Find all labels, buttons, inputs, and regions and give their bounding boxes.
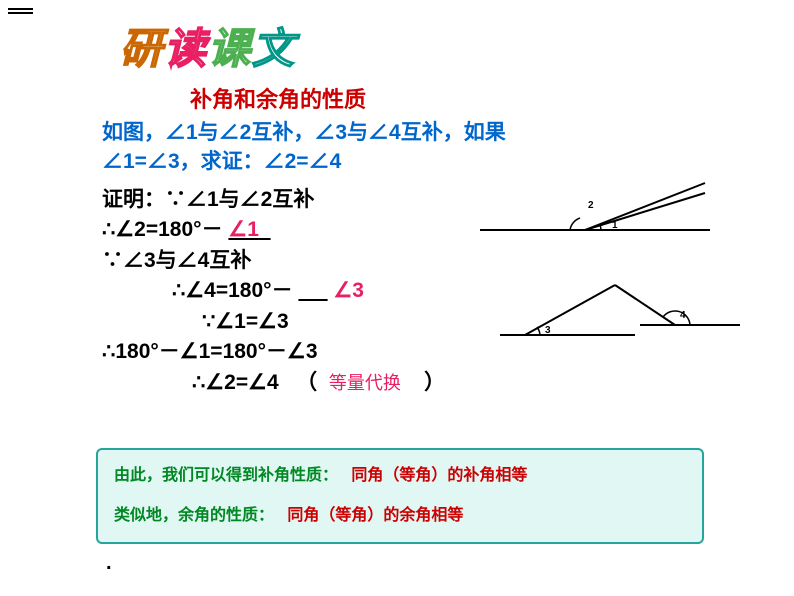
supplementary-label: 由此，我们可以得到补角性质：	[114, 467, 338, 484]
proof-line-3: ∵∠3与∠4互补	[102, 246, 445, 276]
proof-line-7: ∴∠2=∠4 （ 等量代换 ）	[102, 368, 445, 398]
complementary-label: 类似地，余角的性质：	[114, 507, 274, 524]
footer-dot: .	[106, 552, 112, 575]
proof-line-2: ∴∠2=180°－ ∠1	[102, 215, 445, 245]
angle-label-2: 2	[588, 200, 594, 211]
decorative-title: 研读课文	[120, 15, 296, 76]
angle-label-4: 4	[680, 310, 686, 321]
title-char-3: 课	[208, 25, 252, 72]
proof-block: 证明：∵∠1与∠2互补 ∴∠2=180°－ ∠1 ∵∠3与∠4互补 ∴∠4=18…	[102, 185, 445, 398]
proof-line-4: ∴∠4=180°－ ∠3	[102, 276, 445, 306]
subtitle: 补角和余角的性质	[190, 82, 366, 114]
problem-line-2: ∠1=∠3，求证：∠2=∠4	[102, 147, 506, 176]
corner-mark	[8, 8, 33, 14]
conclusion-box: 由此，我们可以得到补角性质： 同角（等角）的补角相等 类似地，余角的性质： 同角…	[96, 448, 704, 544]
conclusion-row-1: 由此，我们可以得到补角性质： 同角（等角）的补角相等	[114, 464, 686, 488]
blank-angle-1: ∠1	[228, 218, 259, 241]
proof-line-6: ∴180°－∠1=180°－∠3	[102, 337, 445, 367]
title-char-4: 文	[252, 25, 296, 72]
title-char-1: 研	[120, 25, 164, 72]
reason-substitution: 等量代换	[329, 373, 401, 393]
problem-statement: 如图，∠1与∠2互补，∠3与∠4互补，如果 ∠1=∠3，求证：∠2=∠4	[102, 118, 506, 177]
angle-label-3: 3	[545, 325, 551, 336]
conclusion-row-2: 类似地，余角的性质： 同角（等角）的余角相等	[114, 504, 686, 528]
figure-angles-1-2: 1 2	[480, 175, 710, 245]
proof-line-1: 证明：∵∠1与∠2互补	[102, 185, 445, 215]
supplementary-property: 同角（等角）的补角相等	[351, 467, 527, 484]
angle-label-1: 1	[612, 220, 618, 231]
figure-angles-3-4: 3 4	[500, 280, 740, 350]
complementary-property: 同角（等角）的余角相等	[287, 507, 463, 524]
problem-line-1: 如图，∠1与∠2互补，∠3与∠4互补，如果	[102, 118, 506, 147]
proof-line-5: ∵∠1=∠3	[102, 307, 445, 337]
title-char-2: 读	[164, 25, 208, 72]
blank-angle-3: ∠3	[333, 279, 364, 302]
